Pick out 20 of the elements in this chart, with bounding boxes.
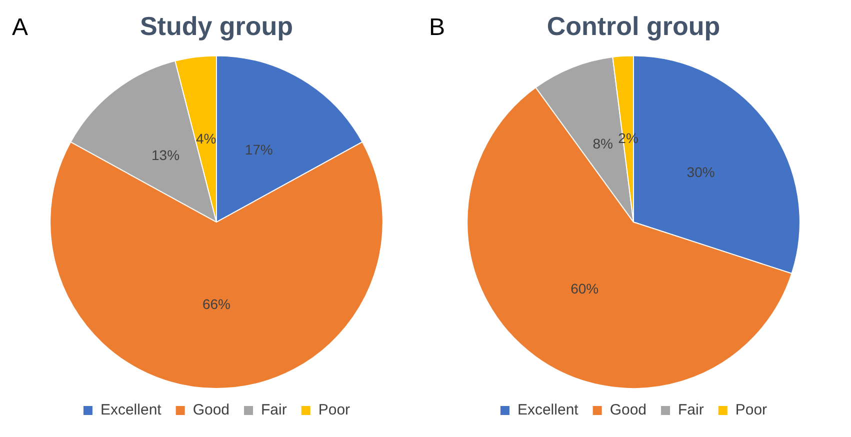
data-label: 8%: [592, 136, 613, 152]
data-label: 60%: [570, 280, 599, 296]
data-label: 4%: [196, 130, 216, 146]
legend-label: Fair: [261, 402, 287, 419]
legend-label: Good: [192, 402, 230, 419]
data-label: 66%: [202, 296, 231, 312]
data-label: 30%: [686, 164, 715, 180]
chart-title: Control group: [546, 10, 720, 41]
data-label: 2%: [618, 130, 638, 146]
text: B: [429, 14, 446, 42]
legend-label: Good: [610, 402, 647, 419]
legend-label: Poor: [735, 402, 768, 419]
legend-label: Fair: [678, 402, 704, 419]
legend-label: Poor: [318, 402, 350, 419]
chart-title: Study group: [140, 10, 294, 41]
data-label: 17%: [244, 141, 273, 158]
data-label: 13%: [151, 147, 180, 164]
legend-label: Excellent: [517, 402, 580, 419]
legend-label: Excellent: [100, 402, 162, 419]
text: A: [12, 14, 28, 42]
